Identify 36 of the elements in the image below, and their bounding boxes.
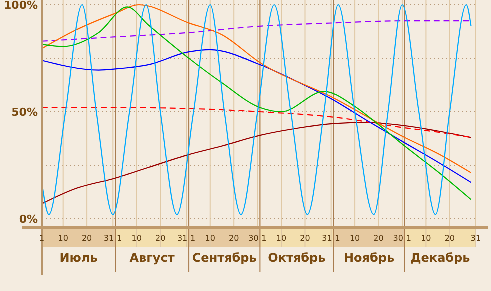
x-tick-label: 20 xyxy=(300,234,310,243)
y-tick-label: 0% xyxy=(19,212,38,226)
x-tick-label: 1 xyxy=(335,234,340,243)
x-tick-label: 30 xyxy=(248,234,259,243)
text: Июль xyxy=(60,251,98,265)
x-tick-label: 31 xyxy=(470,234,482,243)
x-tick-label: 31 xyxy=(177,234,188,243)
text: Декабрь xyxy=(410,251,471,265)
line-series xyxy=(41,107,472,138)
line-series xyxy=(41,122,472,205)
x-tick-label: 10 xyxy=(132,234,142,243)
x-tick-label: 1 xyxy=(190,234,196,243)
x-tick-label: 20 xyxy=(444,234,456,243)
x-tick-label: 20 xyxy=(82,234,92,243)
x-tick-label: 10 xyxy=(350,234,360,243)
x-tick-label: 31 xyxy=(104,234,114,243)
text: Сентябрь xyxy=(192,251,258,265)
x-tick-label: 20 xyxy=(229,234,240,243)
x-tick-label: 1 xyxy=(262,234,267,243)
x-tick-label: 20 xyxy=(155,234,166,243)
line-series xyxy=(41,49,472,184)
x-tick-label: 30 xyxy=(393,234,404,243)
x-tick-label: 10 xyxy=(58,234,68,243)
x-tick-label: 1 xyxy=(406,234,412,243)
x-tick-label: 1 xyxy=(117,234,122,243)
x-tick-label: 10 xyxy=(421,234,432,243)
y-tick-label: 50% xyxy=(12,106,38,119)
text: Октябрь xyxy=(268,251,326,265)
x-tick-label: 10 xyxy=(276,234,287,243)
y-tick-label: 100% xyxy=(4,0,38,12)
x-tick-label: 31 xyxy=(322,234,332,243)
text: Август xyxy=(130,251,175,265)
line-series xyxy=(41,20,472,42)
x-tick-label: 20 xyxy=(374,234,384,243)
text: Ноябрь xyxy=(344,251,395,265)
x-tick-label: 10 xyxy=(205,234,216,243)
